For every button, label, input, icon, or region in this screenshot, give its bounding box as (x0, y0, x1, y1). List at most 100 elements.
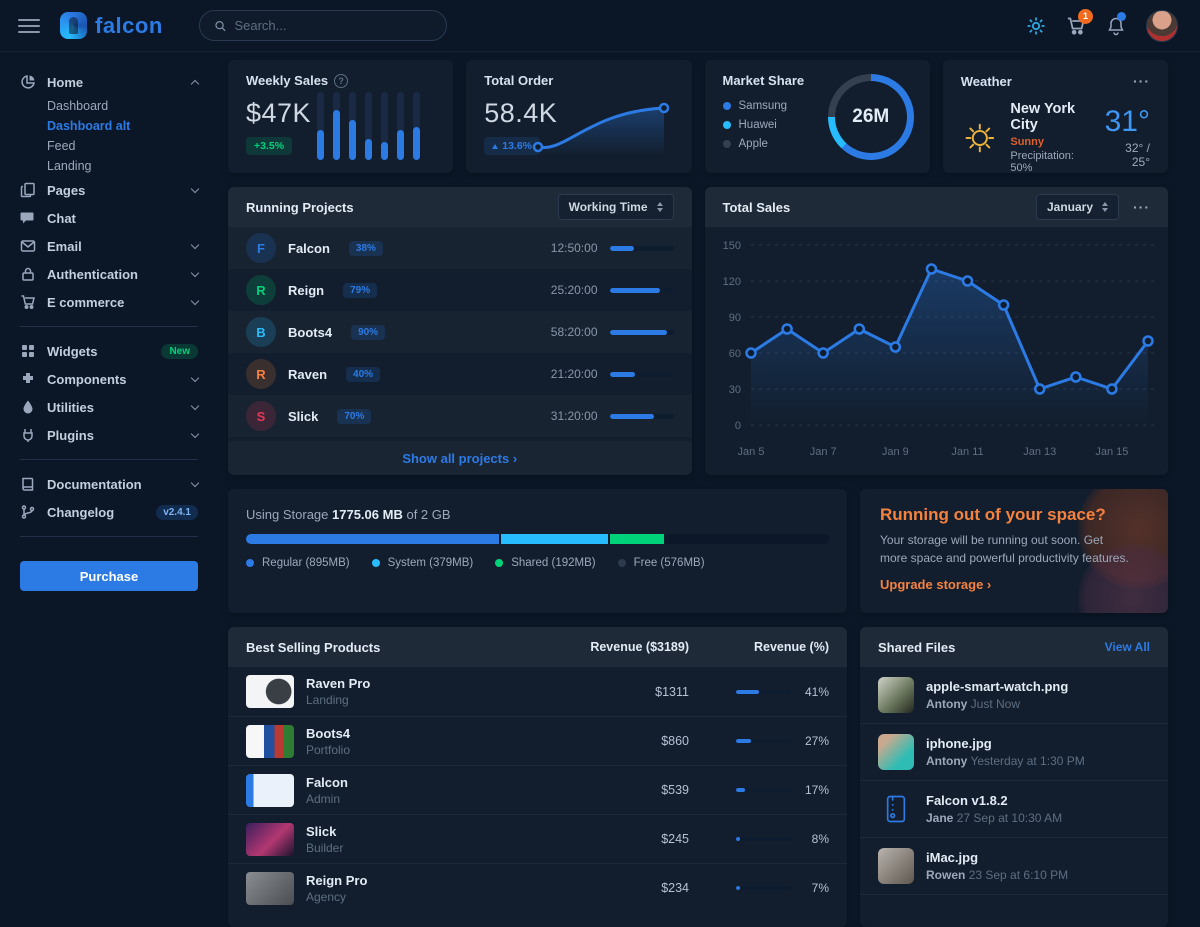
sidebar-item-widgets[interactable]: Widgets New (20, 337, 198, 365)
svg-text:Jan 15: Jan 15 (1095, 446, 1128, 458)
sidebar-divider (20, 459, 198, 460)
sidebar-item-utilities[interactable]: Utilities (20, 393, 200, 421)
revenue-progress-bar (736, 837, 791, 841)
list-item[interactable]: iphone.jpg Antony Yesterday at 1:30 PM (860, 724, 1168, 781)
progress-bar (609, 329, 674, 335)
running-projects-panel: Running Projects Working Time F Falcon 3… (228, 187, 692, 475)
caret-up-icon (492, 143, 499, 149)
table-row[interactable]: Reign Pro Agency $234 7% (228, 863, 847, 912)
sidebar-item-components[interactable]: Components (20, 365, 200, 393)
user-avatar[interactable] (1146, 9, 1178, 42)
list-item[interactable]: apple-smart-watch.png Antony Just Now (860, 667, 1168, 724)
view-all-link[interactable]: View All (1104, 640, 1150, 654)
product-thumbnail (246, 773, 294, 807)
weekly-sales-bar-chart (317, 92, 435, 160)
total-order-badge: 13.6% (484, 137, 541, 155)
card-title: Weather (960, 73, 1012, 89)
weather-precipitation: Precipitation: 50% (1010, 150, 1074, 173)
sidebar-item-feed[interactable]: Feed (47, 139, 76, 153)
zip-file-icon (878, 791, 914, 827)
cart-icon[interactable]: 1 (1066, 8, 1093, 36)
notifications-bell-icon[interactable] (1106, 11, 1126, 36)
legend-dot (722, 140, 731, 148)
grid-icon (20, 343, 36, 359)
weather-condition: Sunny (1010, 136, 1044, 148)
storage-legend: Regular (895MB) System (379MB) Shared (1… (246, 557, 829, 569)
column-header-revenue: Revenue ($3189) (590, 640, 689, 654)
help-icon[interactable]: ? (334, 73, 349, 88)
space-heading: Running out of your space? (880, 505, 1106, 524)
card-title: Total Order (484, 73, 554, 88)
sidebar-item-pages[interactable]: Pages (20, 176, 200, 204)
show-all-projects-link[interactable]: Show all projects › (402, 450, 518, 466)
sidebar-item-home[interactable]: Home (20, 68, 200, 96)
topbar-actions: 1 (1026, 8, 1178, 42)
progress-badge: 40% (346, 366, 381, 382)
svg-text:90: 90 (728, 312, 740, 324)
chat-bubble-icon (20, 210, 36, 226)
sidebar-item-label: Email (47, 238, 82, 254)
hamburger-menu-icon[interactable] (18, 15, 40, 37)
legend-dot (371, 559, 380, 567)
svg-text:Jan 9: Jan 9 (881, 446, 908, 458)
table-row[interactable]: Boots4 Portfolio $860 27% (228, 716, 847, 765)
settings-gear-icon[interactable] (1026, 16, 1046, 36)
upgrade-storage-link[interactable]: Upgrade storage › (880, 577, 992, 592)
table-row[interactable]: Raven Pro Landing $1311 41% (228, 667, 847, 716)
working-time-select[interactable]: Working Time (557, 194, 674, 220)
file-thumbnail (878, 677, 914, 713)
sidebar-item-authentication[interactable]: Authentication (20, 260, 200, 288)
sidebar-item-landing[interactable]: Landing (47, 159, 92, 173)
sidebar-item-chat[interactable]: Chat (20, 204, 198, 232)
search-input[interactable] (234, 18, 432, 33)
table-row[interactable]: Slick Builder $245 8% (228, 814, 847, 863)
sidebar-item-plugins[interactable]: Plugins (20, 421, 200, 449)
panel-title: Total Sales (722, 199, 791, 215)
sun-icon (965, 123, 994, 152)
storage-bar (246, 534, 829, 544)
list-item[interactable]: Falcon v1.8.2 Jane 27 Sep at 10:30 AM (860, 781, 1168, 838)
search-bar[interactable] (198, 10, 447, 41)
list-item[interactable]: iMac.jpg Rowen 23 Sep at 6:10 PM (860, 838, 1168, 895)
file-thumbnail (878, 848, 914, 884)
svg-text:0: 0 (734, 420, 740, 432)
market-share-card: Market Share Samsung Huawei Apple 26M (704, 60, 930, 173)
chevron-down-icon (190, 401, 200, 410)
project-row[interactable]: S Slick 70% 31:20:00 (228, 395, 692, 437)
sidebar-item-ecommerce[interactable]: E commerce (20, 288, 200, 316)
purchase-button[interactable]: Purchase (20, 561, 198, 591)
more-options-icon[interactable]: ··· (1133, 73, 1150, 89)
project-row[interactable]: B Boots4 90% 58:20:00 (228, 311, 692, 353)
book-icon (20, 476, 36, 492)
weekly-sales-value: $47K (246, 98, 312, 128)
project-time: 31:20:00 (550, 409, 598, 423)
weekly-sales-card: Weekly Sales ? $47K +3.5% (228, 60, 454, 173)
panel-title: Shared Files (878, 639, 956, 655)
sidebar-item-dashboard-alt[interactable]: Dashboard alt (47, 119, 131, 133)
sidebar-divider (20, 536, 198, 537)
chevron-down-icon (190, 429, 200, 438)
revenue-progress-bar (736, 788, 791, 792)
more-options-icon[interactable]: ··· (1133, 199, 1150, 215)
sidebar-item-email[interactable]: Email (20, 232, 200, 260)
revenue-progress-bar (736, 739, 791, 743)
table-row[interactable]: Falcon Admin $539 17% (228, 765, 847, 814)
project-row[interactable]: R Raven 40% 21:20:00 (228, 353, 692, 395)
sidebar-item-dashboard[interactable]: Dashboard (47, 99, 109, 113)
topbar: falcon 1 (0, 0, 1200, 52)
brand-logo[interactable]: falcon (60, 12, 163, 39)
sidebar-item-label: Widgets (47, 343, 98, 359)
sidebar-item-changelog[interactable]: Changelog v2.4.1 (20, 498, 198, 526)
progress-badge: 38% (348, 240, 383, 256)
project-row[interactable]: R Reign 79% 25:20:00 (228, 269, 692, 311)
chevron-down-icon (190, 373, 200, 382)
sidebar: Home Dashboard Dashboard alt Feed Landin… (0, 52, 216, 900)
month-select[interactable]: January (1035, 194, 1119, 220)
sidebar-item-documentation[interactable]: Documentation (20, 470, 200, 498)
project-row[interactable]: F Falcon 38% 12:50:00 (228, 227, 692, 269)
envelope-icon (20, 238, 36, 254)
sidebar-item-label: Pages (47, 182, 86, 198)
chevron-up-icon (190, 79, 200, 88)
progress-bar (609, 287, 674, 293)
project-time: 58:20:00 (550, 325, 598, 339)
